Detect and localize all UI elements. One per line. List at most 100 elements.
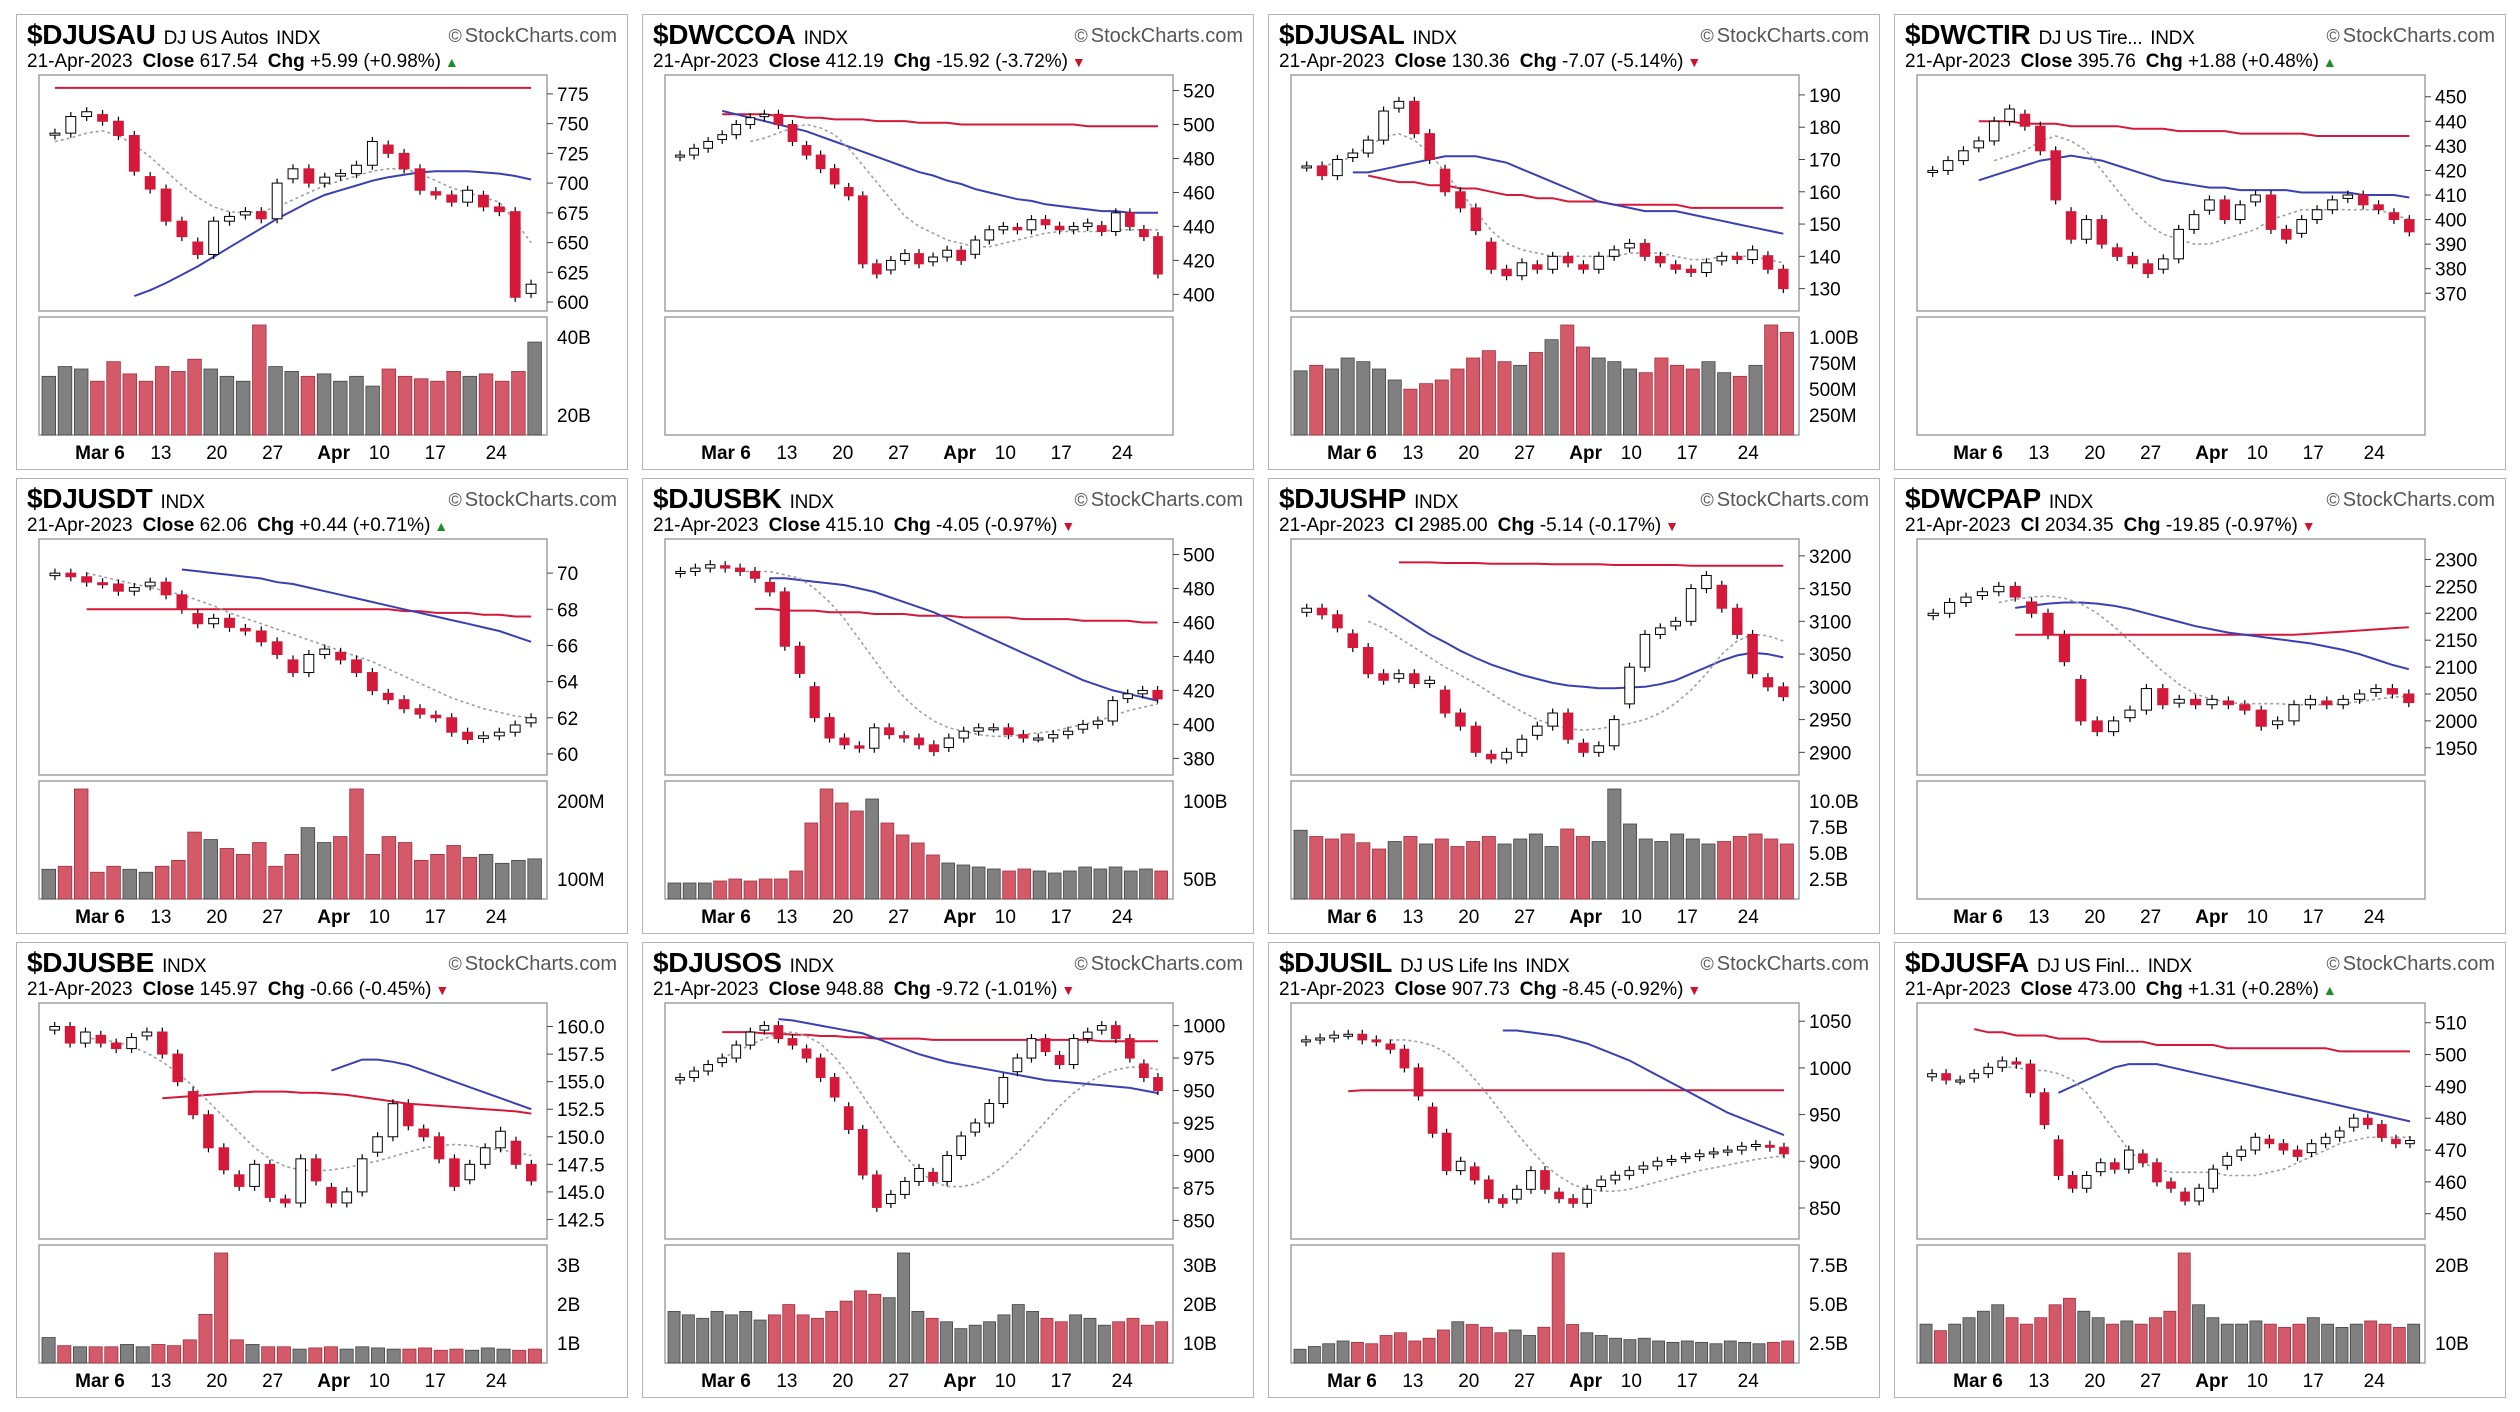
candle-body-down: [1413, 1067, 1424, 1097]
candle-body-down: [526, 1163, 537, 1182]
candle-body-up: [495, 1130, 506, 1149]
candle: [2065, 207, 2077, 244]
candle: [1762, 251, 1774, 274]
candle-body-down: [2219, 199, 2231, 221]
close-value: 907.73: [1451, 979, 1510, 1000]
volume-bar: [214, 1252, 229, 1364]
price-tick-label: 500: [1183, 115, 1215, 136]
x-tick-label: 17: [1051, 907, 1072, 928]
volume-bar: [1324, 838, 1339, 900]
candle: [187, 1087, 199, 1120]
ma-short-line: [1367, 620, 1784, 731]
symbol-title: $DJUSOS INDX: [653, 947, 834, 979]
candle-body-down: [1153, 236, 1163, 275]
candle: [745, 1027, 756, 1050]
candle-body-up: [144, 581, 156, 587]
x-tick-label: 10: [2247, 907, 2268, 928]
volume-bar: [2206, 1317, 2220, 1364]
price-tick-label: 170: [1809, 150, 1841, 171]
candle: [787, 119, 798, 146]
candle: [2166, 1177, 2176, 1193]
candle: [478, 190, 489, 212]
price-tick-label: 400: [1183, 715, 1215, 736]
candle: [1385, 1039, 1396, 1054]
candle: [64, 1022, 76, 1048]
candle: [745, 113, 756, 130]
volume-bar: [667, 1311, 681, 1364]
candle: [886, 1189, 896, 1209]
candle-body-down: [2138, 1153, 2148, 1164]
ma-fast-line: [2058, 1063, 2411, 1123]
candle: [1562, 708, 1574, 744]
x-tick-label: Mar 6: [75, 1371, 125, 1392]
candle: [1012, 1053, 1023, 1077]
candle: [462, 185, 474, 207]
volume-bar: [1481, 350, 1496, 436]
volume-bar: [1560, 324, 1575, 436]
x-tick-label: 20: [2084, 1371, 2105, 1392]
price-tick-label: 420: [2435, 161, 2467, 182]
volume-tick-label: 100M: [557, 870, 605, 891]
candle: [341, 1187, 353, 1208]
candle: [1941, 1069, 1951, 1085]
candle-body-up: [1315, 1037, 1325, 1041]
candle: [303, 164, 315, 188]
candle: [1540, 1166, 1550, 1194]
candle: [2342, 190, 2354, 203]
volume-bar: [1701, 361, 1716, 436]
volume-bar: [868, 1293, 882, 1364]
candle-body-down: [1409, 673, 1420, 685]
symbol-description: DJ US Life Ins: [1400, 956, 1518, 977]
volume-bar: [753, 1319, 767, 1364]
volume-bar: [1047, 872, 1062, 900]
candle-body-up: [1988, 120, 2000, 142]
volume-bar: [527, 341, 542, 436]
candle: [1670, 616, 1681, 631]
close-label: Close: [2020, 979, 2073, 1000]
candle-body-down: [2292, 1149, 2303, 1157]
quote-date: 21-Apr-2023: [1279, 979, 1385, 1000]
change-label: Chg: [893, 515, 931, 536]
volume-bar: [1422, 1337, 1436, 1364]
volume-bar: [235, 854, 251, 900]
price-tick-label: 1050: [1809, 1012, 1851, 1033]
x-tick-label: Apr: [2195, 443, 2228, 464]
candle-body-down: [2278, 1143, 2289, 1151]
candle-body-down: [2111, 247, 2123, 257]
candle: [1362, 135, 1374, 158]
candle-body-down: [1018, 734, 1029, 739]
candle: [886, 255, 896, 275]
candle: [2173, 694, 2185, 708]
symbol-name: $DWCCOA: [653, 19, 796, 50]
volume-bar: [854, 1290, 867, 1364]
price-tick-label: 140: [1809, 247, 1841, 268]
up-arrow-icon: ▲: [2318, 54, 2337, 70]
candle-body-down: [287, 659, 299, 674]
x-tick-label: 10: [369, 907, 390, 928]
volume-bar: [2149, 1317, 2162, 1364]
candle: [787, 1034, 798, 1050]
candle: [1708, 1147, 1719, 1159]
candle: [1685, 264, 1697, 278]
candle: [2281, 224, 2292, 244]
candle-body-up: [1096, 1025, 1107, 1031]
volume-bar: [73, 368, 89, 436]
volume-tick-label: 40B: [557, 328, 591, 349]
candle-body-down: [2109, 1162, 2120, 1170]
candle: [2264, 1134, 2275, 1149]
candle: [2180, 1187, 2190, 1206]
price-tick-label: 750: [557, 115, 589, 136]
source-text: StockCharts.com: [1716, 489, 1869, 511]
candle: [1137, 685, 1148, 699]
candle: [1983, 1062, 1994, 1079]
candle-body-down: [801, 1048, 812, 1059]
candle: [97, 110, 108, 126]
candle: [464, 1159, 476, 1185]
candle: [1301, 603, 1312, 617]
candle: [2337, 694, 2349, 710]
candle: [1596, 1175, 1607, 1192]
change-value: -15.92 (-3.72%): [936, 51, 1069, 72]
symbol-description: DJ US Tire...: [2038, 28, 2143, 49]
volume-bar: [122, 373, 137, 436]
ma-slow-line: [1398, 561, 1784, 567]
